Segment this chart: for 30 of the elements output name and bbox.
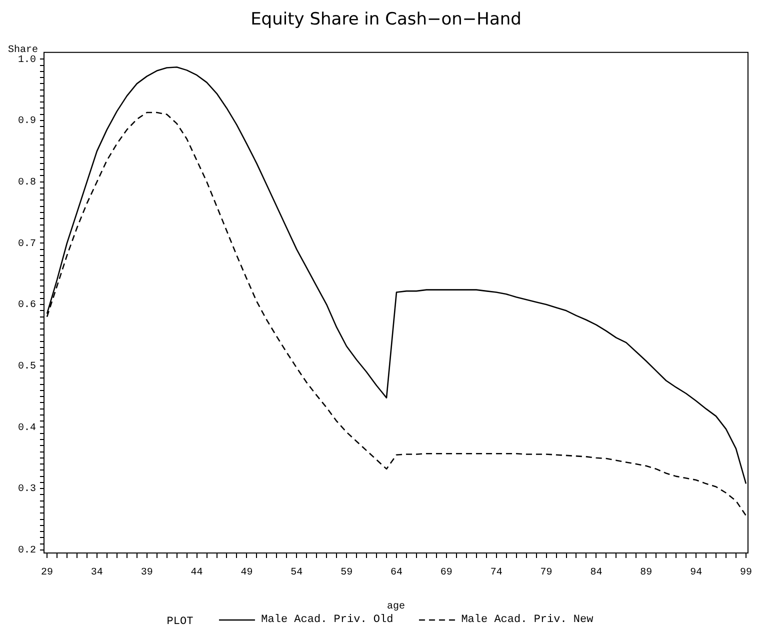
legend-label: Male Acad. Priv. New	[461, 614, 594, 626]
legend-title: PLOT	[166, 616, 194, 628]
x-tick-label: 84	[590, 568, 602, 579]
x-tick-label: 99	[740, 568, 752, 579]
x-tick-label: 39	[140, 568, 153, 579]
x-tick-label: 94	[690, 568, 702, 579]
x-tick-label: 79	[540, 568, 552, 579]
x-tick-label: 89	[640, 568, 652, 579]
y-tick-label: 0.2	[18, 546, 36, 557]
y-tick-label: 1.0	[18, 54, 36, 66]
x-tick-label: 74	[490, 568, 502, 579]
y-tick-label: 0.4	[18, 422, 36, 434]
y-tick-label: 0.7	[18, 238, 36, 250]
chart-title: Equity Share in Cash−on−Hand	[250, 10, 522, 30]
x-tick-label: 59	[340, 568, 353, 579]
y-tick-label: 0.6	[18, 300, 36, 312]
y-tick-label: 0.9	[18, 116, 36, 128]
x-tick-label: 29	[40, 568, 54, 579]
legend-label: Male Acad. Priv. Old	[261, 614, 394, 626]
x-tick-label: 34	[90, 568, 103, 579]
y-tick-label: 0.8	[18, 177, 36, 188]
y-tick-label: 0.5	[18, 362, 36, 373]
x-tick-label: 69	[440, 568, 452, 579]
x-tick-label: 49	[240, 568, 253, 579]
x-tick-label: 54	[290, 568, 303, 579]
y-axis-title: Share	[8, 44, 38, 56]
y-tick-label: 0.3	[18, 484, 36, 496]
x-tick-label: 44	[190, 568, 203, 579]
x-axis-title: age	[386, 602, 406, 613]
x-tick-label: 64	[390, 568, 403, 579]
